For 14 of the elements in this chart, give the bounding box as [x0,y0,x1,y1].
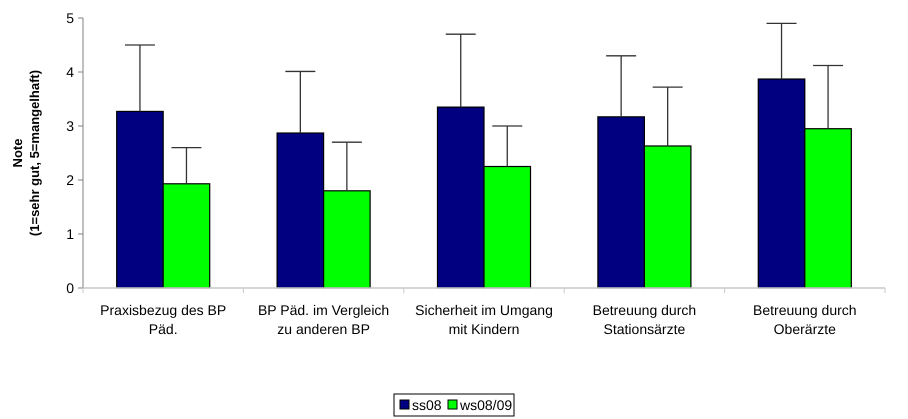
y-tick-label: 5 [66,10,74,26]
x-tick-label: Praxisbezug des BP Päd. [100,302,226,337]
y-axis-title: Note (1=sehr gut, 5=mangelhaft) [10,70,42,236]
y-tick-label: 2 [66,172,74,188]
legend-label: ws08/09 [459,396,512,413]
x-tick-label: BP Päd. im Vergleich zu anderen BP [258,302,390,337]
x-tick-label: Sicherheit im Umgang mit Kindern [415,302,553,337]
y-tick-label: 3 [66,118,74,134]
x-tick-label: Betreuung durch Stationsärzte [592,302,696,337]
y-tick-label: 1 [66,226,74,242]
y-tick-label: 4 [66,64,74,80]
y-tick-label: 0 [66,280,74,296]
legend-label: ss08 [412,396,442,413]
x-tick-label: Betreuung durch Oberärzte [753,302,857,337]
